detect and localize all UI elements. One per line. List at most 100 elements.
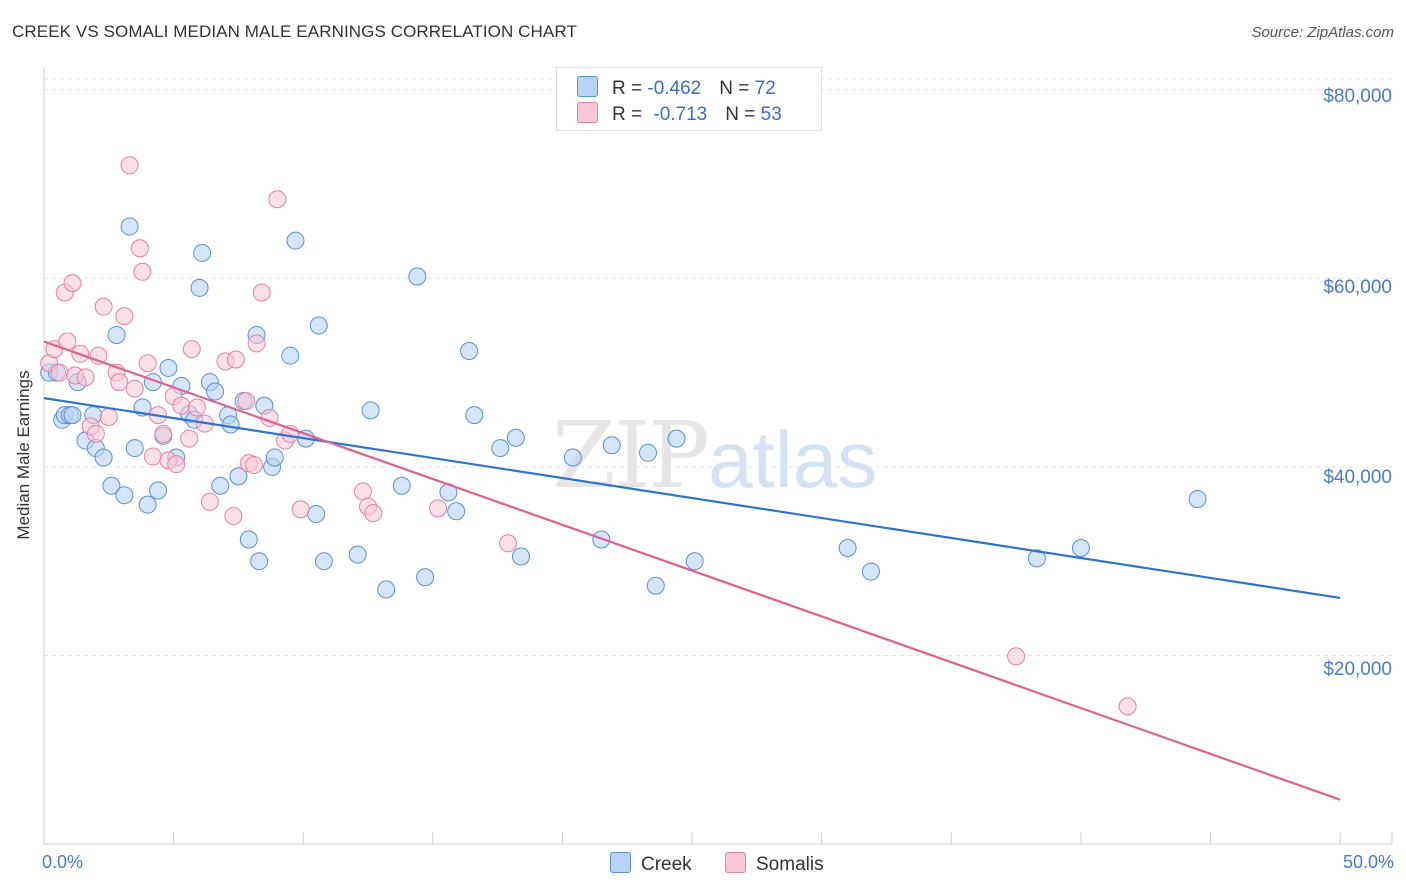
creek-point [646, 576, 665, 595]
creek-point [286, 231, 305, 250]
legend-row-creek: R = -0.462 N = 72 [577, 76, 776, 100]
somali-point [247, 334, 266, 353]
somali-trend-line [43, 340, 1341, 801]
somali-point [244, 456, 263, 475]
creek-point [63, 406, 82, 425]
somali-point [94, 297, 113, 316]
somalis-n-value: 53 [760, 104, 782, 125]
bottom-legend-creek: Creek [610, 852, 692, 876]
creek-point [94, 448, 113, 467]
somali-point [143, 447, 162, 466]
creek-r-label: R = [612, 78, 648, 99]
y-tick-40000: $40,000 [1323, 467, 1392, 488]
creek-point [506, 428, 525, 447]
somalis-legend-icon [725, 852, 746, 873]
creek-point [211, 476, 230, 495]
creek-swatch-icon [577, 76, 598, 97]
creek-point [193, 243, 212, 262]
creek-point [361, 401, 380, 420]
somali-point [133, 262, 152, 281]
creek-trend-line [43, 397, 1341, 600]
creek-point [107, 325, 126, 344]
creek-point [685, 552, 704, 571]
somali-point [99, 407, 118, 426]
creek-point [149, 481, 168, 500]
creek-legend-icon [610, 852, 631, 873]
somali-point [224, 506, 243, 525]
somali-point [125, 379, 144, 398]
creek-point [465, 406, 484, 425]
somali-point [182, 340, 201, 359]
creek-point [102, 476, 121, 495]
somali-points [40, 156, 1137, 716]
creek-point [190, 278, 209, 297]
somali-point [110, 373, 129, 392]
somali-point [172, 396, 191, 415]
legend-row-somalis: R = -0.713 N = 53 [577, 102, 782, 126]
creek-point [120, 217, 139, 236]
creek-point [115, 486, 134, 505]
y-axis-label: Median Male Earnings [14, 370, 33, 540]
creek-point [314, 552, 333, 571]
somali-point [50, 363, 69, 382]
creek-point [491, 439, 510, 458]
creek-legend-label: Creek [641, 854, 692, 875]
creek-point [861, 562, 880, 581]
somali-point [226, 350, 245, 369]
grid-lines [44, 78, 1392, 656]
somali-point [200, 492, 219, 511]
somali-point [499, 534, 518, 553]
creek-point [377, 580, 396, 599]
creek-point [563, 448, 582, 467]
somali-point [63, 274, 82, 293]
somali-point [120, 156, 139, 175]
y-tick-60000: $60,000 [1323, 277, 1392, 298]
somali-point [180, 429, 199, 448]
somali-point [364, 504, 383, 523]
watermark-atlas: atlas [708, 415, 878, 504]
creek-point [511, 547, 530, 566]
somali-point [291, 500, 310, 519]
creek-point [206, 382, 225, 401]
somali-point [429, 499, 448, 518]
axes [43, 67, 1393, 845]
creek-point [667, 429, 686, 448]
creek-point [221, 415, 240, 434]
somali-point [115, 307, 134, 326]
creek-point [1071, 538, 1090, 557]
creek-point [1027, 549, 1046, 568]
somali-point [167, 455, 186, 474]
creek-point [125, 439, 144, 458]
creek-point [159, 358, 178, 377]
somalis-r-value: -0.713 [653, 104, 708, 125]
creek-point [639, 443, 658, 462]
legend: R = -0.462 N = 72 R = -0.713 N = 53 [556, 67, 822, 131]
somali-point [1118, 697, 1137, 716]
somali-point [154, 424, 173, 443]
source-label: Source: ZipAtlas.com [1251, 24, 1394, 41]
creek-n-value: 72 [754, 78, 776, 99]
creek-point [460, 341, 479, 360]
somali-point [187, 398, 206, 417]
somali-point [353, 482, 372, 501]
somali-point [76, 368, 95, 387]
chart-title: CREEK VS SOMALI MEDIAN MALE EARNINGS COR… [12, 22, 577, 41]
y-tick-80000: $80,000 [1323, 86, 1392, 107]
trend-lines [43, 340, 1341, 801]
somali-point [130, 239, 149, 258]
somali-point [86, 424, 105, 443]
somali-point [252, 283, 271, 302]
creek-point [309, 316, 328, 335]
x-tick-max: 50.0% [1342, 852, 1394, 872]
creek-point [1188, 489, 1207, 508]
creek-point [265, 448, 284, 467]
creek-point [602, 436, 621, 455]
creek-point [250, 552, 269, 571]
creek-point [408, 267, 427, 286]
somali-point [268, 190, 287, 209]
creek-points [40, 217, 1207, 599]
y-tick-20000: $20,000 [1323, 659, 1392, 680]
creek-point [307, 505, 326, 524]
somalis-n-label: N = [725, 104, 761, 125]
